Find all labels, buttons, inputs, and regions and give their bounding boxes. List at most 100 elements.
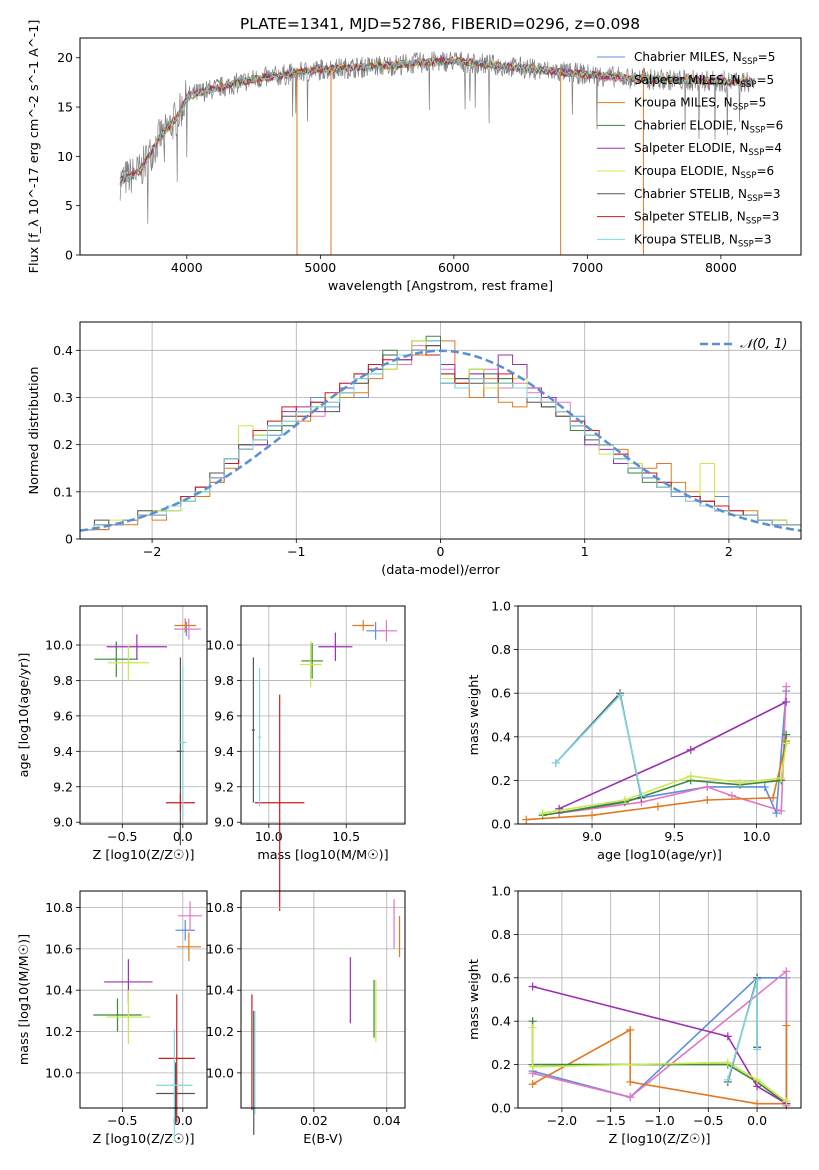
legend-value: =3 [763, 187, 781, 201]
x-axis-label: Z [log10(Z/Z☉)] [93, 848, 195, 863]
legend-value: =5 [756, 73, 774, 87]
y-tick-label: 0.3 [53, 390, 73, 405]
y-tick-label: 10.4 [45, 983, 73, 998]
y-tick-label: 0.6 [491, 686, 511, 701]
legend-entry: Chabrier MILES, NSSP=5 [634, 50, 775, 67]
y-axis-label: Normed distribution [27, 367, 42, 495]
y-tick-label: 9.2 [214, 779, 234, 794]
legend-entry: Kroupa STELIB, NSSP=3 [634, 232, 772, 249]
x-tick-label: 0.04 [373, 1113, 401, 1128]
y-tick-label: 15 [57, 100, 73, 115]
y-tick-label: 0.0 [491, 1101, 511, 1116]
x-tick-label: 0.0 [747, 1113, 767, 1128]
legend-entry: Kroupa MILES, NSSP=5 [634, 96, 766, 113]
legend-subscript: SSP [750, 125, 766, 135]
x-axis-label: mass [log10(M/M☉)] [257, 848, 388, 863]
weight-series-line [542, 734, 787, 817]
weight-series-line [532, 1025, 788, 1105]
legend-value: =6 [756, 164, 774, 178]
weight-series-line [532, 985, 787, 1105]
x-tick-label: 6000 [438, 260, 470, 275]
x-tick-label: −0.5 [693, 1113, 723, 1128]
x-axis-label: wavelength [Angstrom, rest frame] [328, 279, 553, 294]
y-tick-label: 0.8 [491, 642, 511, 657]
legend-entry: Salpeter MILES, NSSP=5 [634, 73, 774, 90]
weight-point-marker [522, 815, 531, 824]
weight-point-marker [736, 778, 745, 787]
y-axis-label: Flux [f_λ 10^-17 erg cm^-2 s^-1 A^-1] [27, 20, 42, 274]
axes-frame [517, 605, 802, 825]
x-tick-label: 2 [725, 544, 733, 559]
legend-value: =5 [758, 50, 776, 64]
x-tick-label: 10.0 [743, 829, 771, 844]
y-tick-label: 10.0 [206, 1065, 234, 1080]
axes-frame [79, 890, 208, 1109]
weight-point-marker [782, 739, 791, 748]
x-tick-label: −2 [143, 544, 161, 559]
model-spectrum-line [119, 56, 755, 185]
x-tick-label: −0.5 [107, 1113, 137, 1128]
weight-series-line [555, 691, 643, 798]
y-tick-label: 10.4 [206, 983, 234, 998]
legend-subscript: SSP [741, 171, 757, 181]
x-axis-label: age [log10(age/yr)] [597, 848, 722, 863]
weight-point-marker [753, 1075, 762, 1084]
y-tick-label: 9.6 [214, 708, 234, 723]
legend-value: =5 [749, 96, 767, 110]
y-axis-label: age [log10(age/yr)] [17, 653, 32, 778]
legend-subscript: SSP [748, 148, 764, 158]
legend-entry: Kroupa ELODIE, NSSP=6 [634, 164, 774, 181]
y-tick-label: 10.2 [45, 1024, 73, 1039]
weight-point-marker [772, 809, 781, 818]
weight-point-marker [782, 967, 791, 976]
y-axis-label: mass weight [467, 675, 482, 756]
x-tick-label: 0.02 [300, 1113, 328, 1128]
weight-point-marker [686, 745, 695, 754]
x-tick-label: 0.0 [173, 829, 193, 844]
axes-frame [79, 605, 208, 825]
x-tick-label: −1.0 [644, 1113, 674, 1128]
x-axis-label: E(B-V) [303, 1132, 342, 1147]
weight-point-marker [769, 793, 778, 802]
y-axis-label: mass [log10(M/M☉)] [17, 934, 32, 1065]
y-tick-label: 9.8 [53, 673, 73, 688]
x-tick-label: 7000 [571, 260, 603, 275]
figure-title: PLATE=1341, MJD=52786, FIBERID=0296, z=0… [240, 15, 640, 33]
legend-entry: Chabrier ELODIE, NSSP=6 [634, 118, 783, 135]
y-tick-label: 0.8 [491, 927, 511, 942]
weight-point-marker [753, 1099, 762, 1108]
axes-frame [240, 890, 406, 1109]
x-tick-label: 5000 [304, 260, 336, 275]
y-tick-label: 9.8 [214, 673, 234, 688]
weight-point-marker [616, 691, 625, 700]
y-tick-label: 9.2 [53, 779, 73, 794]
weight-series-line [558, 686, 787, 814]
y-tick-label: 10.2 [206, 1024, 234, 1039]
y-tick-label: 10.6 [206, 941, 234, 956]
y-tick-label: 0.0 [491, 817, 511, 832]
weight-point-marker [551, 758, 560, 767]
legend-subscript: SSP [746, 217, 762, 227]
weight-point-marker [777, 774, 786, 783]
weight-point-marker [782, 730, 791, 739]
y-tick-label: 9.4 [214, 744, 234, 759]
weight-point-marker [703, 782, 712, 791]
legend-value: =6 [766, 118, 784, 132]
legend-entry: 𝒩(0, 1) [740, 337, 787, 352]
x-tick-label: 8000 [705, 260, 737, 275]
legend-value: =4 [764, 141, 782, 155]
weight-point-marker [588, 811, 597, 820]
x-tick-label: 10.5 [332, 829, 360, 844]
weight-series-line [526, 741, 787, 821]
y-tick-label: 10 [57, 149, 73, 164]
y-tick-label: 10.0 [206, 637, 234, 652]
weight-point-marker [620, 796, 629, 805]
legend-subscript: SSP [733, 103, 749, 113]
weight-point-marker [727, 791, 736, 800]
x-tick-label: 1 [581, 544, 589, 559]
legend-entry: Salpeter STELIB, NSSP=3 [634, 210, 779, 227]
y-tick-label: 9.4 [53, 744, 73, 759]
y-tick-label: 1.0 [491, 884, 511, 899]
weight-point-marker [723, 1058, 732, 1067]
weight-series-line [542, 743, 787, 814]
